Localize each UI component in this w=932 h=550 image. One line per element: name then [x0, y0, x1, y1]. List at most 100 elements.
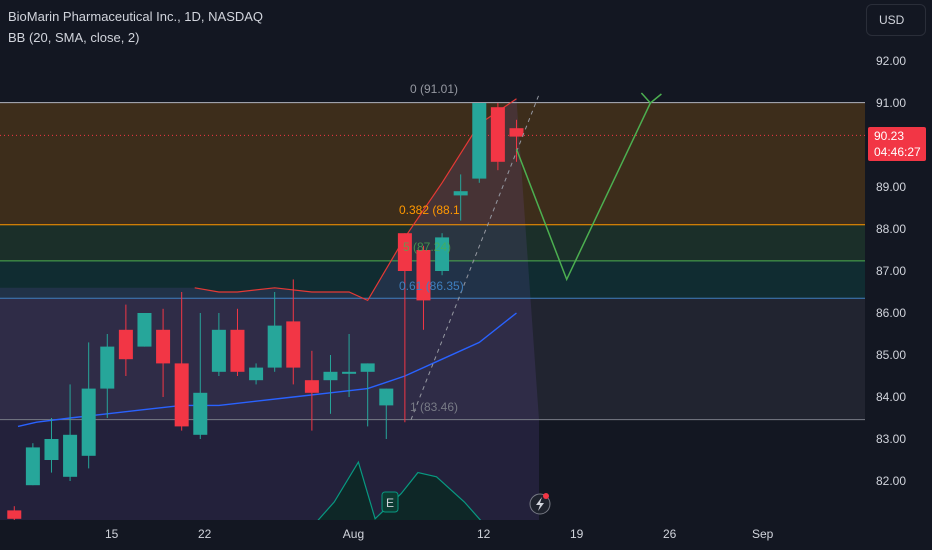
candle [81, 342, 96, 469]
e-label-box [381, 491, 399, 513]
y-tick-label: 82.00 [876, 474, 906, 488]
candle [379, 388, 394, 439]
e-label-text: E [386, 496, 394, 510]
projection-arrow-head [640, 92, 662, 105]
time-axis: 15 22 Aug 12 19 26 Sep [105, 527, 774, 541]
candle [323, 355, 338, 414]
bollinger-fill [0, 98, 539, 520]
fib-zones [0, 102, 865, 420]
e-label-icon: E [381, 491, 399, 513]
candle [342, 334, 357, 397]
y-tick-label: 92.00 [876, 54, 906, 68]
candle-body [360, 363, 375, 372]
candle [230, 308, 245, 376]
candle [100, 334, 115, 418]
lower-indicator-fill [315, 462, 483, 520]
symbol-title: BioMarin Pharmaceutical Inc., 1D, NASDAQ [8, 9, 264, 24]
y-tick-label: 84.00 [876, 390, 906, 404]
lightning-dot [543, 493, 549, 499]
candle [490, 103, 505, 171]
last-price-tag: 90.23 04:46:27 [868, 127, 926, 161]
fib-levels [0, 102, 865, 421]
candle-body [7, 510, 22, 519]
candle-body [81, 388, 96, 456]
candle-body [25, 447, 40, 486]
bollinger-upper-line [194, 98, 517, 302]
y-tick-label: 91.00 [876, 96, 906, 110]
lower-indicator [315, 460, 483, 520]
fib-labels: 0 (91.01) 0.382 (88.1 5 (87.24) 0.61 (86.35… [399, 82, 464, 414]
candle-body [286, 321, 301, 368]
candle-body [249, 367, 264, 381]
candle-body [323, 371, 338, 381]
candle [509, 119, 524, 162]
currency-button[interactable]: USD [866, 4, 926, 36]
candles [7, 103, 524, 520]
price-axis: 82.00 83.00 84.00 85.00 86.00 87.00 88.00 89.00… [876, 54, 906, 488]
x-tick-label: 19 [570, 527, 584, 541]
fib-label-0382: 0.382 (88.1 [399, 203, 460, 217]
candle-body [267, 325, 282, 368]
projection-path [515, 92, 662, 282]
candle [416, 245, 431, 330]
candle-body [397, 233, 412, 271]
candle [435, 233, 450, 276]
candle-body [118, 329, 133, 360]
fib-zone-0 [0, 102, 865, 225]
candle-body [490, 107, 505, 162]
y-tick-label: 89.00 [876, 180, 906, 194]
lower-indicator-line [317, 460, 482, 520]
candle-body [174, 363, 189, 427]
candle [211, 313, 226, 376]
x-tick-label: 12 [477, 527, 491, 541]
fib-trendline [410, 94, 540, 420]
indicator-legend[interactable]: BB (20, SMA, close, 2) [8, 30, 140, 45]
fib-label-0618: 0.61 (86.35) [399, 279, 464, 293]
lightning-icon [529, 493, 551, 515]
projection-line [515, 102, 652, 282]
x-tick-label: 15 [105, 527, 119, 541]
x-tick-label: Sep [752, 527, 774, 541]
candle [44, 418, 59, 473]
candle-body [63, 434, 78, 477]
candle [249, 363, 264, 385]
candle-body [453, 191, 468, 196]
candle [63, 384, 78, 481]
candle [286, 279, 301, 385]
candle-body [472, 103, 487, 179]
candle [137, 313, 152, 347]
candle [397, 233, 412, 423]
y-tick-label: 85.00 [876, 348, 906, 362]
fib-label-1: 1 (83.46) [410, 400, 458, 414]
fib-zone-1 [0, 224, 865, 261]
candle-body [100, 346, 115, 389]
candle-body [304, 380, 319, 393]
candle [7, 506, 22, 520]
fib-label-05: 5 (87.24) [403, 240, 451, 254]
candle [304, 350, 319, 431]
candle [453, 174, 468, 221]
candle-body [230, 329, 245, 372]
candle [174, 292, 189, 431]
y-tick-label: 86.00 [876, 306, 906, 320]
candle [25, 443, 40, 486]
x-tick-label: 26 [663, 527, 677, 541]
x-tick-label: Aug [343, 527, 364, 541]
candle-body [435, 237, 450, 271]
candle-body [156, 329, 171, 364]
candle-body [416, 250, 431, 301]
candle-body [44, 439, 59, 460]
chart-markers: E [381, 491, 551, 515]
last-price-value: 90.23 [874, 129, 905, 143]
candle-body [211, 329, 226, 372]
x-tick-label: 22 [198, 527, 212, 541]
y-tick-label: 83.00 [876, 432, 906, 446]
y-tick-label: 87.00 [876, 264, 906, 278]
fib-zone-2 [0, 260, 865, 299]
candle-body [509, 128, 524, 137]
candle-body [193, 392, 208, 435]
y-tick-label: 88.00 [876, 222, 906, 236]
fib-trendline [410, 94, 540, 420]
candle-body [342, 371, 357, 374]
